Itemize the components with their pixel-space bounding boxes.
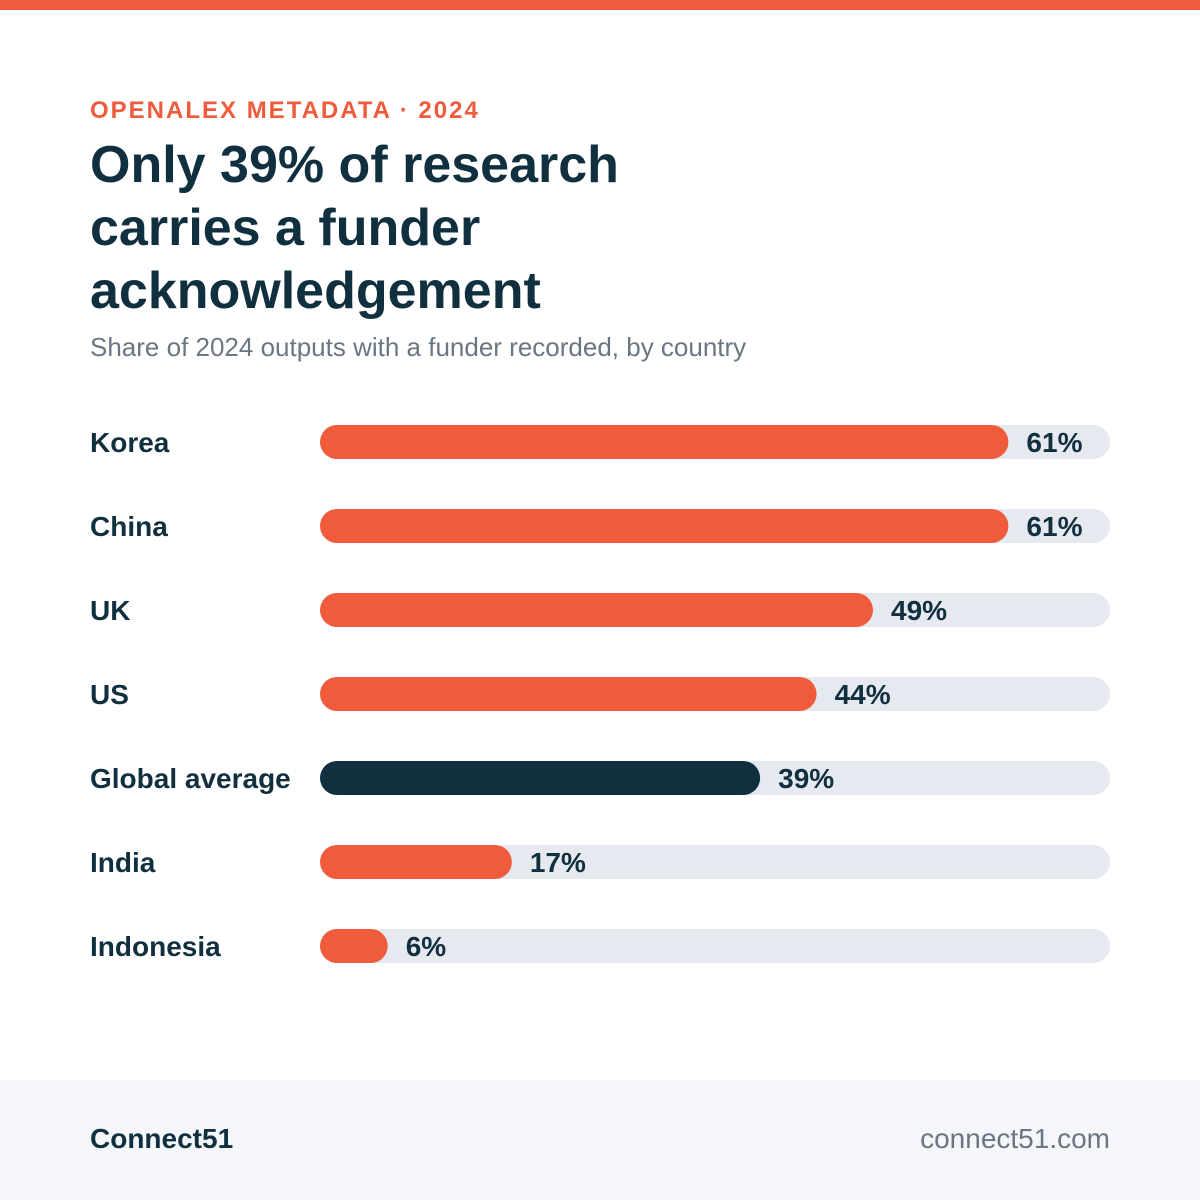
category-label-us: US — [90, 679, 129, 710]
footer — [0, 1080, 1200, 1200]
category-label-india: India — [90, 847, 156, 878]
eyebrow-label: OPENALEX METADATA · 2024 — [90, 97, 480, 124]
value-label-us: 44% — [835, 679, 891, 710]
chart-title: Only 39% of research carries a funder ac… — [90, 136, 619, 320]
value-label-korea: 61% — [1026, 427, 1082, 458]
site-url: connect51.com — [920, 1123, 1110, 1154]
category-label-indonesia: Indonesia — [90, 931, 221, 962]
value-label-indonesia: 6% — [406, 931, 447, 962]
category-label-korea: Korea — [90, 427, 170, 458]
bar-china — [320, 509, 1009, 543]
bar-uk — [320, 593, 873, 627]
bar-track-india — [320, 845, 1110, 879]
value-label-global-average: 39% — [778, 763, 834, 794]
bar-us — [320, 677, 817, 711]
bar-track-indonesia — [320, 929, 1110, 963]
value-label-india: 17% — [530, 847, 586, 878]
value-label-uk: 49% — [891, 595, 947, 626]
value-label-china: 61% — [1026, 511, 1082, 542]
bar-indonesia — [320, 929, 388, 963]
bar-global-average — [320, 761, 761, 795]
bar-korea — [320, 425, 1009, 459]
brand-name: Connect51 — [90, 1123, 234, 1154]
category-label-china: China — [90, 511, 168, 542]
category-label-uk: UK — [90, 595, 130, 626]
bar-india — [320, 845, 512, 879]
bar-chart: Korea 61% China 61% UK 49% US 44% Global average… — [90, 425, 1110, 963]
top-accent-bar — [0, 0, 1200, 10]
chart-subtitle: Share of 2024 outputs with a funder reco… — [90, 332, 747, 362]
category-label-global-average: Global average — [90, 763, 291, 794]
